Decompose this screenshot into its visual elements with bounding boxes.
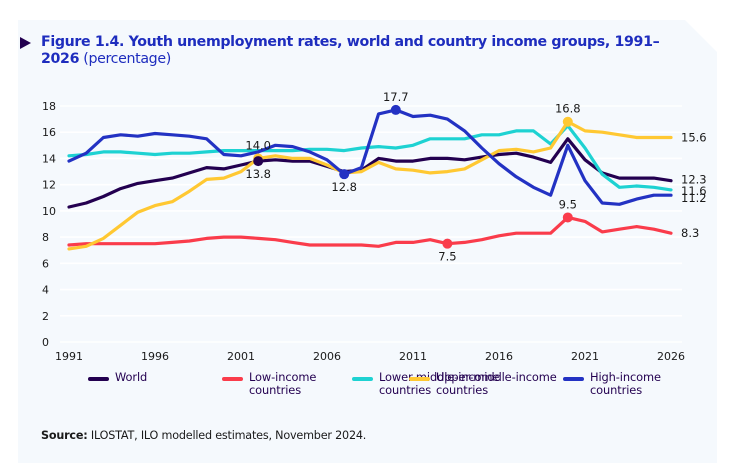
- series-line-low-income: [67, 215, 673, 248]
- legend-label-line: countries: [379, 383, 432, 397]
- y-tick-label: 8: [42, 231, 49, 244]
- data-point-marker: [562, 212, 573, 223]
- x-tick-label: 2001: [227, 350, 255, 363]
- gridlines: [60, 105, 682, 343]
- y-tick-label: 12: [42, 179, 56, 192]
- legend-swatch-upper-middle-income: [409, 377, 430, 381]
- legend-swatch-low-income: [222, 377, 243, 381]
- legend-label-line: countries: [590, 383, 643, 397]
- legend-item-upper-middle-income: Upper-middle-income countries: [409, 371, 557, 397]
- data-label: 9.5: [559, 197, 577, 211]
- x-tick-label: 2016: [485, 350, 513, 363]
- y-tick-label: 2: [42, 310, 49, 323]
- figure-panel: [18, 20, 717, 463]
- legend-label: Low-income countries: [249, 371, 316, 397]
- legend-swatch-world: [88, 377, 109, 381]
- data-point-marker: [562, 116, 573, 127]
- y-tick-label: 6: [42, 257, 49, 270]
- legend-swatch-high-income: [563, 377, 584, 381]
- legend-item-high-income: High-income countries: [563, 371, 661, 397]
- series-lines: [67, 108, 673, 251]
- legend-item-world: World: [88, 371, 147, 384]
- data-point-marker: [339, 169, 350, 180]
- series-line-world: [67, 137, 673, 209]
- y-axis-ticks: 0 2 4 6 8 10 12 14 16 18: [42, 100, 56, 349]
- source-note: Source: ILOSTAT, ILO modelled estimates,…: [41, 429, 366, 442]
- data-label: 11.2: [681, 191, 707, 205]
- figure-title-main: Figure 1.4. Youth unemployment rates, wo…: [41, 34, 660, 67]
- data-label: 15.6: [681, 130, 707, 144]
- x-tick-label: 1996: [141, 350, 169, 363]
- x-tick-label: 2011: [399, 350, 427, 363]
- data-annotations: 14.0 13.8 12.8 17.7 7.5 16.8 9.5 15.6 12.311.611…: [245, 90, 706, 264]
- data-label: 12.3: [681, 173, 707, 187]
- y-tick-label: 14: [42, 152, 56, 165]
- legend-item-low-income: Low-income countries: [222, 371, 316, 397]
- data-label: 11.6: [681, 184, 707, 198]
- legend-label: Upper-middle-income countries: [436, 371, 557, 397]
- legend-label-line: High-income: [590, 370, 661, 384]
- series-line-high-income: [67, 108, 673, 206]
- legend-swatch-lower-middle-income: [352, 377, 373, 381]
- figure-title: Figure 1.4. Youth unemployment rates, wo…: [41, 34, 681, 68]
- legend-label-line: Low-income: [249, 370, 317, 384]
- data-label: 17.7: [383, 90, 409, 104]
- data-label: 13.8: [245, 167, 271, 181]
- x-tick-label: 2021: [571, 350, 599, 363]
- data-point-marker: [442, 238, 453, 249]
- triangle-right-icon: [20, 37, 31, 49]
- y-tick-label: 16: [42, 126, 56, 139]
- legend-label-line: countries: [249, 383, 302, 397]
- legend-label: World: [115, 371, 147, 384]
- legend-label-line: World: [115, 370, 148, 384]
- data-label: 14.0: [245, 138, 271, 152]
- data-point-marker: [390, 104, 401, 115]
- data-label: 8.3: [681, 226, 699, 240]
- data-point-marker: [253, 156, 264, 167]
- data-label: 7.5: [438, 250, 456, 264]
- source-label: Source:: [41, 429, 88, 442]
- x-axis-ticks: 1991 1996 2001 2006 2011 2016 2021 2026: [55, 350, 685, 363]
- y-tick-label: 10: [42, 205, 56, 218]
- y-tick-label: 18: [42, 100, 56, 113]
- series-line-lower-middle-income: [67, 124, 673, 192]
- y-tick-label: 0: [42, 336, 49, 349]
- legend-label-line: countries: [436, 383, 489, 397]
- legend-label: High-income countries: [590, 371, 661, 397]
- figure-title-unit: (percentage): [79, 51, 171, 67]
- y-tick-label: 4: [42, 284, 49, 297]
- x-tick-label: 1991: [55, 350, 83, 363]
- chart-legend: World Low-income countries Lower-middle-inc…: [88, 371, 708, 405]
- source-text: ILOSTAT, ILO modelled estimates, Novembe…: [87, 429, 367, 442]
- x-tick-label: 2026: [657, 350, 685, 363]
- legend-label-line: Upper-middle-income: [436, 370, 557, 384]
- data-label: 16.8: [555, 102, 581, 116]
- x-tick-label: 2006: [313, 350, 341, 363]
- data-label: 12.8: [331, 180, 357, 194]
